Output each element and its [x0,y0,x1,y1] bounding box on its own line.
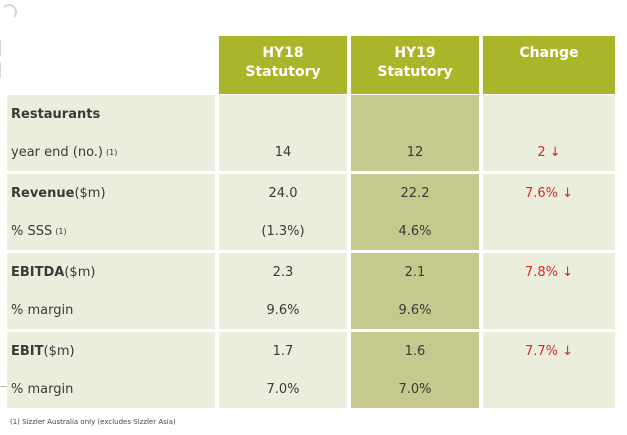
hy19-cell: 1.6 [351,332,479,370]
hy18-cell: 1.7 [219,332,347,370]
column-header-change: Change [483,36,615,94]
table-row: % margin 9.6% 9.6% [7,291,615,329]
hy19-cell [351,95,479,133]
label-text: % SSS [11,223,53,239]
hy18-cell [219,95,347,133]
table-row: EBIT ($m) 1.7 1.6 7.7% ↓ [7,332,615,370]
change-cell: 7.8% ↓ [483,253,615,291]
table-row: year end (no.) (1) 14 12 2 ↓ [7,133,615,171]
row-label: EBIT ($m) [7,332,215,370]
hy19-line1: HY19 [394,45,436,61]
hy18-cell: 7.0% [219,370,347,408]
table-row: EBITDA ($m) 2.3 2.1 7.8% ↓ [7,253,615,291]
hy19-cell: 2.1 [351,253,479,291]
hy18-cell: 9.6% [219,291,347,329]
table-row: Revenue ($m) 24.0 22.2 7.6% ↓ [7,174,615,212]
change-cell [483,291,615,329]
label-text: Revenue [11,185,75,201]
edge-decoration [0,40,7,56]
hy19-cell: 22.2 [351,174,479,212]
label-text: % margin [11,302,74,318]
change-cell: 7.7% ↓ [483,332,615,370]
label-text: Restaurants [11,106,101,122]
hy18-cell: 2.3 [219,253,347,291]
label-text: year end (no.) [11,144,103,160]
row-label: % SSS (1) [7,212,215,250]
hy18-cell: 24.0 [219,174,347,212]
hy19-cell: 4.6% [351,212,479,250]
change-cell [483,95,615,133]
table-row: % margin 7.0% 7.0% [7,370,615,408]
footnote-ref: (1) [106,147,118,157]
label-text: % margin [11,381,74,397]
hy19-cell: 7.0% [351,370,479,408]
column-header-hy18: HY18 Statutory [219,36,347,94]
change-cell: 7.6% ↓ [483,174,615,212]
footnote: (1) Sizzler Australia only (excludes Siz… [10,418,176,426]
label-suffix: ($m) [64,264,96,280]
change-line1: Change [519,45,579,61]
table-row: Restaurants [7,95,615,133]
table-row: % SSS (1) (1.3%) 4.6% [7,212,615,250]
edge-decoration [0,62,7,78]
hy19-cell: 9.6% [351,291,479,329]
row-label: Revenue ($m) [7,174,215,212]
column-header-hy19: HY19 Statutory [351,36,479,94]
corner-decoration-icon [1,4,17,20]
hy19-cell: 12 [351,133,479,171]
change-cell [483,212,615,250]
row-label: % margin [7,370,215,408]
row-label: Restaurants [7,95,215,133]
left-divider [0,386,10,387]
label-text: EBIT [11,343,44,359]
hy18-line1: HY18 [262,45,304,61]
footnote-ref: (1) [55,226,67,236]
row-label: % margin [7,291,215,329]
label-suffix: ($m) [74,185,106,201]
change-cell: 2 ↓ [483,133,615,171]
hy18-cell: (1.3%) [219,212,347,250]
hy18-line2: Statutory [245,64,321,80]
label-suffix: ($m) [43,343,75,359]
row-label: year end (no.) (1) [7,133,215,171]
label-text: EBITDA [11,264,65,280]
change-cell [483,370,615,408]
hy18-cell: 14 [219,133,347,171]
row-label: EBITDA ($m) [7,253,215,291]
hy19-line2: Statutory [377,64,453,80]
